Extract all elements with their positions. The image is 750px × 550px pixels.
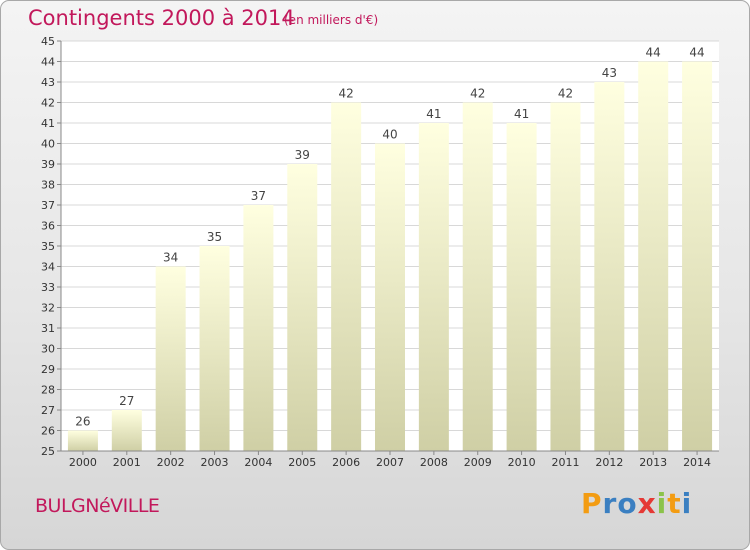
- bar: [111, 410, 142, 451]
- y-tick-label: 40: [41, 138, 55, 151]
- chart-subtitle: (en milliers d'€): [284, 13, 379, 27]
- x-tick-label: 2000: [69, 456, 97, 469]
- bar: [243, 205, 274, 451]
- x-tick-label: 2007: [376, 456, 404, 469]
- y-tick-label: 38: [41, 179, 55, 192]
- y-tick-label: 31: [41, 322, 55, 335]
- bar-value-label: 41: [426, 107, 441, 121]
- x-tick-label: 2001: [113, 456, 141, 469]
- bar: [418, 123, 449, 451]
- bar-value-label: 42: [558, 87, 573, 101]
- bar-value-label: 26: [75, 415, 90, 429]
- x-tick-label: 2009: [464, 456, 492, 469]
- y-tick-label: 43: [41, 76, 55, 89]
- bar-value-label: 40: [382, 128, 397, 142]
- x-tick-label: 2011: [551, 456, 579, 469]
- x-tick-label: 2006: [332, 456, 360, 469]
- x-tick-label: 2002: [157, 456, 185, 469]
- bar-value-label: 44: [646, 46, 661, 60]
- x-tick-label: 2005: [288, 456, 316, 469]
- bar-value-label: 34: [163, 251, 178, 265]
- bar-value-label: 39: [295, 148, 310, 162]
- logo-letter: P: [581, 487, 603, 520]
- bar-value-label: 42: [470, 87, 485, 101]
- bar: [682, 61, 713, 451]
- logo-letter: i: [681, 487, 693, 520]
- bar-value-label: 41: [514, 107, 529, 121]
- bar-value-label: 44: [689, 46, 704, 60]
- x-tick-label: 2008: [420, 456, 448, 469]
- x-tick-label: 2003: [201, 456, 229, 469]
- bar: [462, 102, 493, 451]
- bar: [287, 164, 318, 451]
- y-tick-label: 33: [41, 281, 55, 294]
- y-tick-label: 27: [41, 404, 55, 417]
- logo-letter: r: [602, 487, 618, 520]
- logo-letter: i: [656, 487, 668, 520]
- y-tick-label: 32: [41, 302, 55, 315]
- y-tick-label: 28: [41, 384, 55, 397]
- bar: [638, 61, 669, 451]
- x-tick-label: 2014: [683, 456, 711, 469]
- y-tick-label: 41: [41, 117, 55, 130]
- bar: [375, 143, 405, 451]
- x-tick-label: 2010: [508, 456, 536, 469]
- y-tick-label: 29: [41, 363, 55, 376]
- x-tick-label: 2004: [244, 456, 272, 469]
- bar: [67, 430, 98, 451]
- bar-value-label: 43: [602, 66, 617, 80]
- bar: [506, 123, 537, 451]
- logo-letter: t: [667, 487, 682, 520]
- y-tick-label: 37: [41, 199, 55, 212]
- y-tick-label: 26: [41, 425, 55, 438]
- y-tick-label: 44: [41, 56, 55, 69]
- bar-value-label: 35: [207, 230, 222, 244]
- y-tick-label: 39: [41, 158, 55, 171]
- y-tick-label: 25: [41, 445, 55, 458]
- logo-letter: o: [617, 487, 638, 520]
- bar-value-label: 42: [338, 87, 353, 101]
- bar-value-label: 37: [251, 189, 266, 203]
- x-tick-label: 2012: [595, 456, 623, 469]
- y-tick-label: 42: [41, 97, 55, 110]
- bar-value-label: 27: [119, 394, 134, 408]
- bar: [550, 102, 581, 451]
- logo-letter: x: [637, 487, 657, 520]
- bar: [594, 82, 625, 451]
- proxiti-logo: Proxiti: [581, 487, 692, 520]
- x-tick-label: 2013: [639, 456, 667, 469]
- y-tick-label: 30: [41, 343, 55, 356]
- commune-name: BULGNéVILLE: [35, 495, 160, 517]
- y-tick-label: 35: [41, 240, 55, 253]
- y-tick-label: 34: [41, 261, 55, 274]
- bar: [331, 102, 362, 451]
- bar: [155, 266, 186, 451]
- y-tick-label: 36: [41, 220, 55, 233]
- y-tick-label: 45: [41, 35, 55, 48]
- chart-title: Contingents 2000 à 2014: [28, 6, 295, 30]
- bar: [199, 246, 230, 451]
